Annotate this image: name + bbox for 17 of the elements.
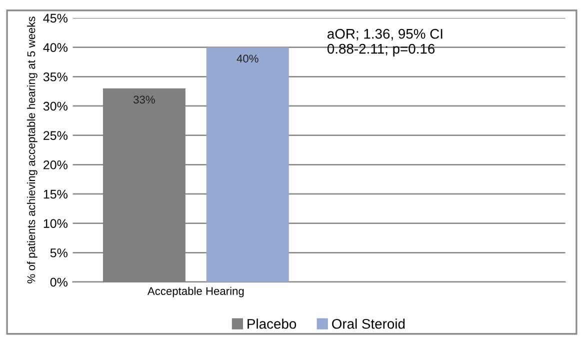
x-tick-label: Acceptable Hearing [147,286,244,298]
y-tick-label: 40% [43,43,68,52]
y-tick-label: 15% [44,190,68,199]
y-tick-label: 45% [43,14,68,23]
y-tick-label: 0% [50,278,68,287]
text: 40% [236,54,258,63]
y-axis-title: % of patients achieving acceptable hearing at 5 weeks [26,16,38,284]
y-tick-label: 25% [44,131,68,140]
text: 33% [134,96,155,104]
y-tick-label: 35% [43,72,68,82]
annotation: aOR; 1.36, 95% CI 0.88-2.11; p=0.16 [327,28,442,56]
y-tick-label: 30% [43,102,68,111]
y-tick-label: 10% [44,219,68,228]
legend-label: Placebo [248,318,296,329]
legend-label: Oral Steroid [332,318,405,329]
y-tick-label: 5% [50,248,68,258]
y-tick-label: 20% [44,160,68,170]
